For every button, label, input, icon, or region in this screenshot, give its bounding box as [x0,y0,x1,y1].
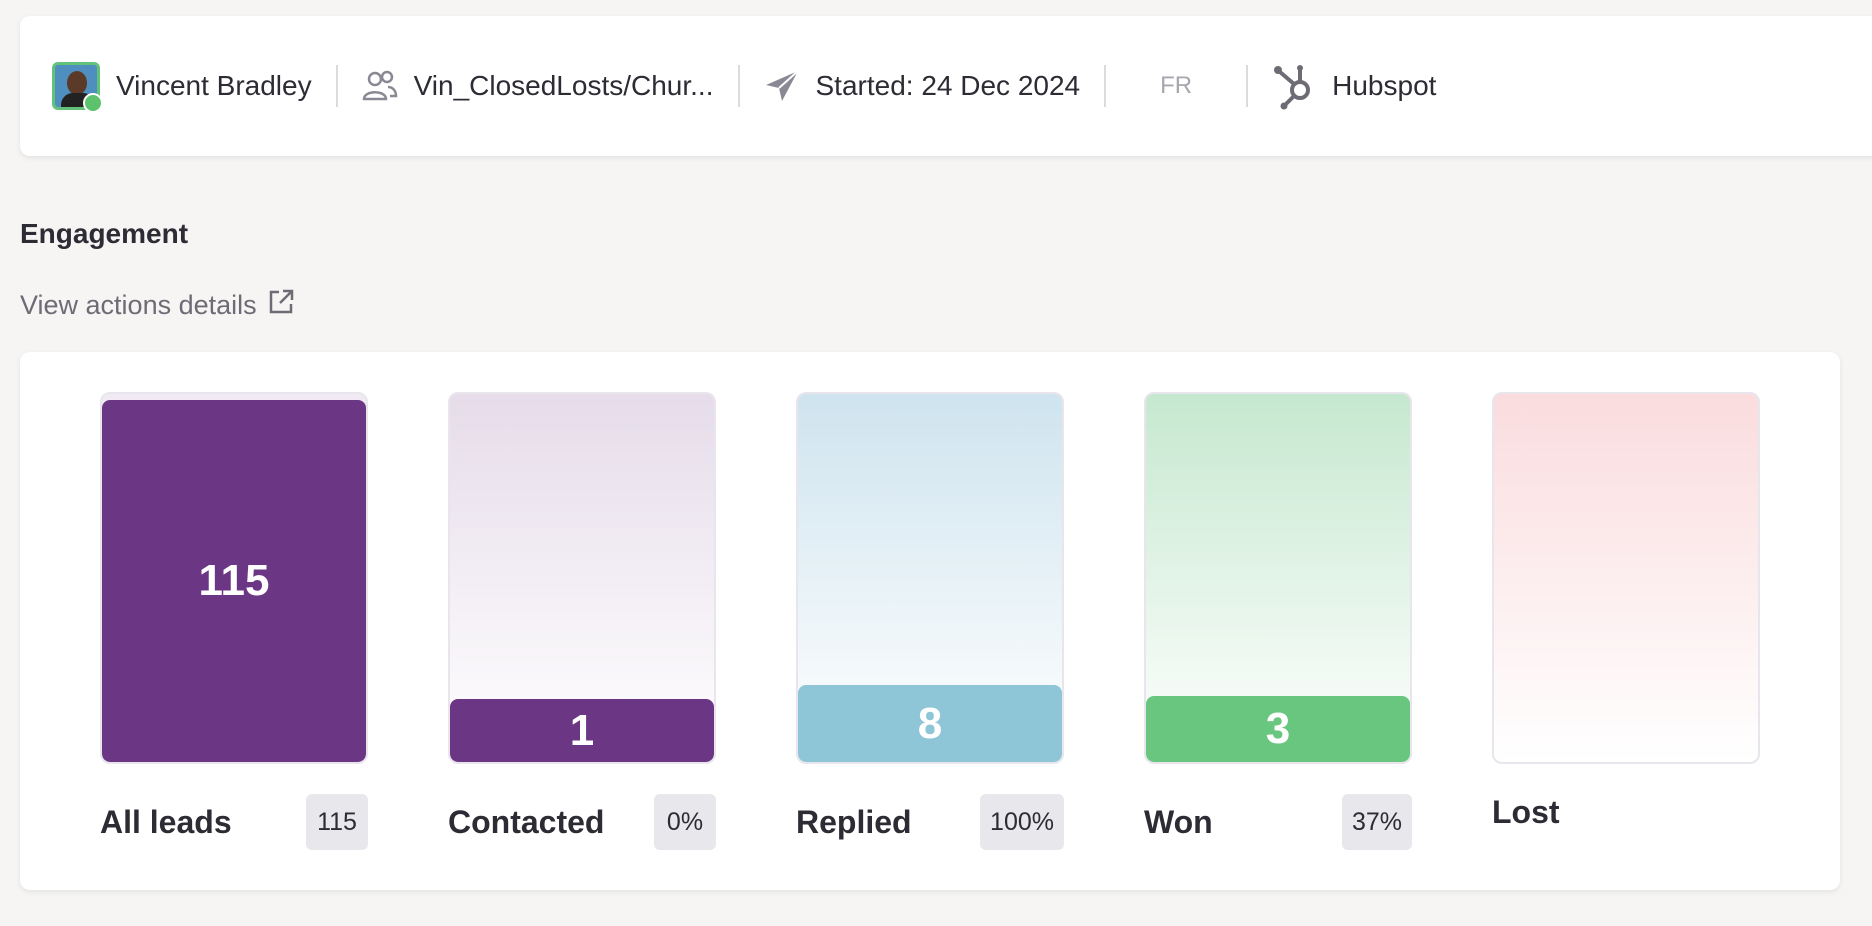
divider [737,65,740,107]
engagement-count: 1 [569,705,595,755]
send-icon [764,69,800,103]
engagement-column-all-leads[interactable]: 115 All leads 115 [100,392,368,850]
engagement-rate-badge: 100% [980,794,1064,850]
engagement-rate-badge: 115 [306,794,368,850]
start-date-chip: Started: 24 Dec 2024 [764,69,1081,103]
hubspot-icon [1272,62,1316,110]
avatar [52,62,103,113]
list-name: Vin_ClosedLosts/Chur... [413,70,714,101]
engagement-panel: 115 All leads 115 1 Contacted 0% 8 Replied 100% 3… [20,352,1840,890]
start-date: Started: 24 Dec 2024 [815,70,1081,101]
engagement-bar-track: 8 [796,392,1064,764]
divider [1246,65,1249,107]
engagement-count: 115 [198,556,270,605]
engagement-bar-fill: 1 [450,699,714,762]
user-chip[interactable]: Vincent Bradley [52,62,312,113]
engagement-column-footer: All leads 115 [100,794,368,850]
engagement-bar-track: 3 [1144,392,1412,764]
engagement-bar-track: 1 [448,392,716,764]
engagement-bar-fill: 8 [798,685,1062,762]
engagement-column-footer: Contacted 0% [448,794,716,850]
engagement-label: Lost [1492,794,1560,830]
section-title: Engagement [20,218,189,249]
engagement-count: 8 [917,698,943,748]
engagement-column-contacted[interactable]: 1 Contacted 0% [448,392,716,850]
engagement-bar-track [1492,392,1760,764]
engagement-rate-badge: 37% [1341,794,1412,850]
engagement-label: Contacted [448,803,605,840]
integration-chip[interactable]: Hubspot [1272,62,1436,110]
online-status-dot [83,93,103,113]
external-link-icon [257,288,295,323]
engagement-label: Replied [796,803,912,840]
list-chip[interactable]: Vin_ClosedLosts/Chur... [362,69,714,103]
integration-name: Hubspot [1332,70,1437,101]
engagement-count: 3 [1265,704,1291,753]
engagement-rate-badge: 0% [654,794,716,850]
engagement-column-replied[interactable]: 8 Replied 100% [796,392,1064,850]
engagement-bar-fill: 3 [1146,696,1410,762]
view-actions-details-link[interactable]: View actions details [20,288,295,323]
engagement-label: All leads [100,803,232,840]
engagement-column-footer: Won 37% [1144,794,1412,850]
user-name: Vincent Bradley [116,70,312,101]
users-icon [362,69,398,103]
divider [335,65,338,107]
engagement-column-lost[interactable]: Lost [1492,392,1760,831]
engagement-column-footer: Replied 100% [796,794,1064,850]
engagement-label: Won [1144,803,1213,840]
engagement-column-won[interactable]: 3 Won 37% [1144,392,1412,850]
campaign-header-bar: Vincent Bradley Vin_ClosedLosts/Chur... … [20,16,1872,156]
engagement-column-footer: Lost [1492,794,1760,831]
language-code: FR [1160,72,1193,99]
engagement-bar-track: 115 [100,392,368,764]
view-actions-details-label: View actions details [20,290,257,320]
engagement-bar-fill: 115 [102,400,366,762]
divider [1104,65,1107,107]
